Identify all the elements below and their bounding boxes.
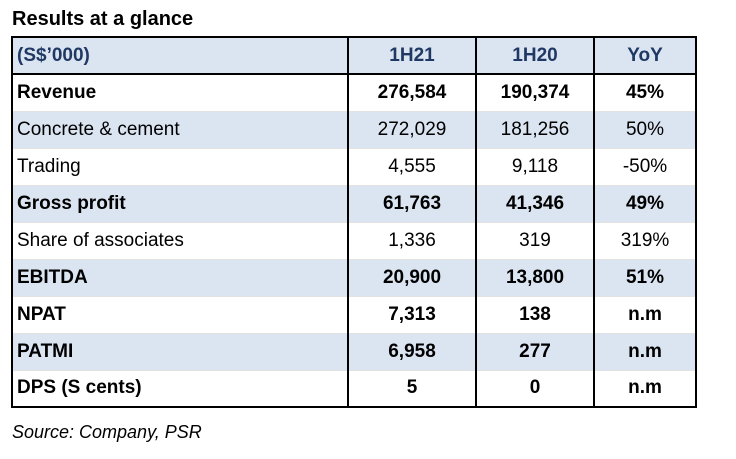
value-1h20: 319 <box>476 222 595 260</box>
row-label: Trading <box>11 148 349 186</box>
value-1h21: 1,336 <box>348 222 477 260</box>
table-header-row: (S$’000) 1H21 1H20 YoY <box>11 36 697 75</box>
value-1h21: 272,029 <box>348 111 477 149</box>
table-row: PATMI 6,958 277 n.m <box>11 333 697 371</box>
table-row: Revenue 276,584 190,374 45% <box>11 74 697 112</box>
table-row: NPAT 7,313 138 n.m <box>11 296 697 334</box>
column-header-1h21: 1H21 <box>348 36 477 75</box>
value-1h20: 41,346 <box>476 185 595 223</box>
row-label: NPAT <box>11 296 349 334</box>
row-label: Revenue <box>11 74 349 112</box>
row-label: Gross profit <box>11 185 349 223</box>
source-note: Source: Company, PSR <box>12 422 202 442</box>
value-1h21: 5 <box>348 370 477 408</box>
table-row: Concrete & cement 272,029 181,256 50% <box>11 111 697 149</box>
value-1h21: 276,584 <box>348 74 477 112</box>
value-1h20: 9,118 <box>476 148 595 186</box>
page-title: Results at a glance <box>12 8 194 30</box>
row-label: Share of associates <box>11 222 349 260</box>
column-header-1h20: 1H20 <box>476 36 595 75</box>
row-label: DPS (S cents) <box>11 370 349 408</box>
value-yoy: 50% <box>594 111 697 149</box>
value-yoy: 49% <box>594 185 697 223</box>
value-1h20: 181,256 <box>476 111 595 149</box>
table-row: Gross profit 61,763 41,346 49% <box>11 185 697 223</box>
value-1h20: 138 <box>476 296 595 334</box>
table-row: Share of associates 1,336 319 319% <box>11 222 697 260</box>
value-yoy: 319% <box>594 222 697 260</box>
value-1h21: 7,313 <box>348 296 477 334</box>
value-yoy: n.m <box>594 333 697 371</box>
table-row: DPS (S cents) 5 0 n.m <box>11 370 697 408</box>
value-yoy: 51% <box>594 259 697 297</box>
value-1h21: 61,763 <box>348 185 477 223</box>
column-header-units: (S$’000) <box>11 36 349 75</box>
results-table: (S$’000) 1H21 1H20 YoY Revenue 276,584 1… <box>11 36 697 408</box>
row-label: Concrete & cement <box>11 111 349 149</box>
value-yoy: -50% <box>594 148 697 186</box>
value-yoy: 45% <box>594 74 697 112</box>
value-1h21: 4,555 <box>348 148 477 186</box>
value-1h20: 13,800 <box>476 259 595 297</box>
value-1h21: 6,958 <box>348 333 477 371</box>
value-yoy: n.m <box>594 370 697 408</box>
row-label: PATMI <box>11 333 349 371</box>
table-row: Trading 4,555 9,118 -50% <box>11 148 697 186</box>
value-yoy: n.m <box>594 296 697 334</box>
value-1h20: 190,374 <box>476 74 595 112</box>
value-1h20: 277 <box>476 333 595 371</box>
column-header-yoy: YoY <box>594 36 697 75</box>
row-label: EBITDA <box>11 259 349 297</box>
value-1h21: 20,900 <box>348 259 477 297</box>
value-1h20: 0 <box>476 370 595 408</box>
table-row: EBITDA 20,900 13,800 51% <box>11 259 697 297</box>
